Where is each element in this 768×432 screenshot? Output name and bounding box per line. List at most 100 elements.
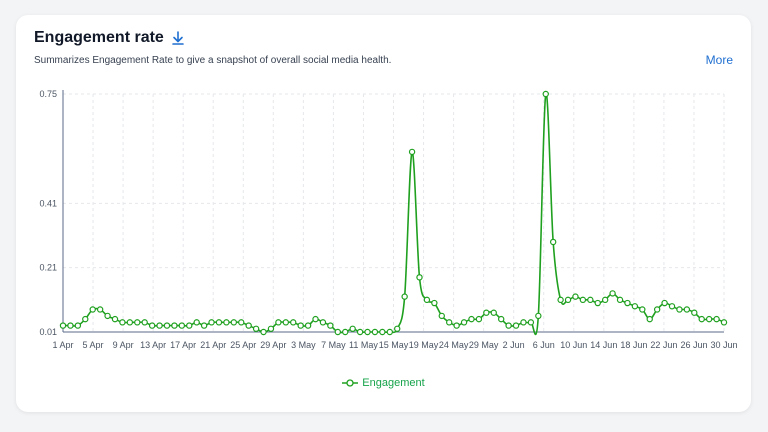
data-point [483, 309, 490, 316]
x-tick-label: 13 Apr [140, 340, 166, 350]
data-point [89, 306, 96, 313]
data-point [587, 296, 594, 304]
data-point [267, 325, 275, 332]
line-chart: 0.01 0.21 0.41 0.75 1 Apr 5 Apr 9 Apr 13 Apr 17 … [39, 89, 737, 350]
data-point [631, 303, 639, 310]
legend-marker-icon [342, 379, 359, 387]
y-tick-label: 0.21 [39, 263, 57, 273]
data-point [238, 319, 245, 326]
data-point [691, 309, 698, 316]
data-point [171, 322, 178, 329]
data-point [564, 296, 572, 304]
data-point [275, 319, 282, 326]
data-point [408, 148, 416, 156]
x-tick-label: 6 Jun [533, 340, 555, 350]
data-point [535, 312, 542, 320]
data-point [668, 303, 676, 310]
x-tick-label: 17 Apr [170, 340, 196, 350]
data-point [676, 306, 683, 313]
data-point [178, 322, 186, 329]
data-point [290, 319, 297, 326]
y-tick-label: 0.41 [39, 198, 57, 208]
x-tick-label: 30 Jun [710, 340, 737, 350]
x-tick-label: 19 May [409, 340, 439, 350]
data-point [460, 319, 468, 326]
data-point [609, 290, 616, 297]
x-tick-label: 5 Apr [83, 340, 104, 350]
data-point [505, 322, 512, 329]
data-point [260, 328, 267, 336]
data-point [394, 325, 401, 332]
data-point [497, 315, 505, 323]
data-point [698, 315, 705, 323]
data-point [423, 296, 431, 304]
data-point [245, 322, 252, 329]
data-point [252, 325, 260, 332]
data-point [193, 319, 200, 326]
data-point [163, 322, 171, 329]
data-point [416, 274, 423, 281]
data-point [512, 322, 520, 329]
data-point [542, 90, 549, 98]
data-point [705, 315, 713, 323]
data-point [230, 319, 238, 326]
data-point [82, 315, 89, 323]
data-point [186, 322, 193, 329]
data-point [713, 315, 720, 323]
data-point [349, 325, 356, 332]
data-point [401, 293, 408, 300]
x-tick-label: 14 Jun [590, 340, 617, 350]
x-tick-label: 9 Apr [113, 340, 134, 350]
data-point [720, 319, 728, 326]
data-point [334, 328, 341, 336]
y-tick-label: 0.75 [39, 89, 57, 99]
x-tick-label: 3 May [291, 340, 316, 350]
data-point [282, 319, 290, 326]
data-point [319, 319, 327, 326]
data-point [297, 322, 304, 329]
grid-lines [63, 93, 725, 332]
data-point [431, 299, 438, 307]
data-point [371, 328, 379, 336]
card-title: Engagement rate [34, 29, 164, 46]
x-tick-label: 26 Jun [680, 340, 707, 350]
data-point [96, 306, 104, 313]
x-tick-label: 1 Apr [52, 340, 73, 350]
x-tick-label: 10 Jun [560, 340, 587, 350]
data-point [67, 322, 74, 329]
x-tick-label: 18 Jun [620, 340, 647, 350]
x-tick-label: 22 Jun [650, 340, 677, 350]
x-tick-label: 21 Apr [200, 340, 226, 350]
data-point [549, 238, 557, 246]
data-point [601, 296, 609, 304]
data-point [624, 299, 631, 307]
data-point [653, 306, 661, 313]
download-icon[interactable] [170, 30, 186, 46]
data-point [74, 322, 82, 329]
data-point [520, 319, 527, 326]
data-point [208, 319, 215, 326]
y-tick-label: 0.01 [39, 327, 57, 337]
x-tick-label: 11 May [349, 340, 378, 350]
data-point [379, 328, 386, 336]
data-point [304, 322, 312, 329]
chart-legend[interactable]: Engagement [16, 377, 751, 389]
data-point [661, 299, 668, 307]
tick-labels: 0.01 0.21 0.41 0.75 1 Apr 5 Apr 9 Apr 13 Apr 17 … [39, 89, 737, 350]
legend-label: Engagement [362, 377, 425, 389]
data-point [594, 299, 601, 307]
card-subtitle: Summarizes Engagement Rate to give a sna… [34, 55, 392, 66]
data-point [527, 319, 535, 326]
data-point [364, 328, 371, 336]
more-link[interactable]: More [705, 53, 733, 67]
data-point [111, 315, 119, 323]
x-tick-label: 24 May [439, 340, 469, 350]
x-tick-label: 7 May [321, 340, 346, 350]
data-point [126, 319, 134, 326]
card-header: Engagement rate Summarizes Engagement Ra… [34, 29, 733, 67]
data-point [156, 322, 163, 329]
data-point [386, 328, 393, 336]
data-point [119, 319, 126, 326]
data-point [134, 319, 141, 326]
series-points [59, 90, 728, 336]
